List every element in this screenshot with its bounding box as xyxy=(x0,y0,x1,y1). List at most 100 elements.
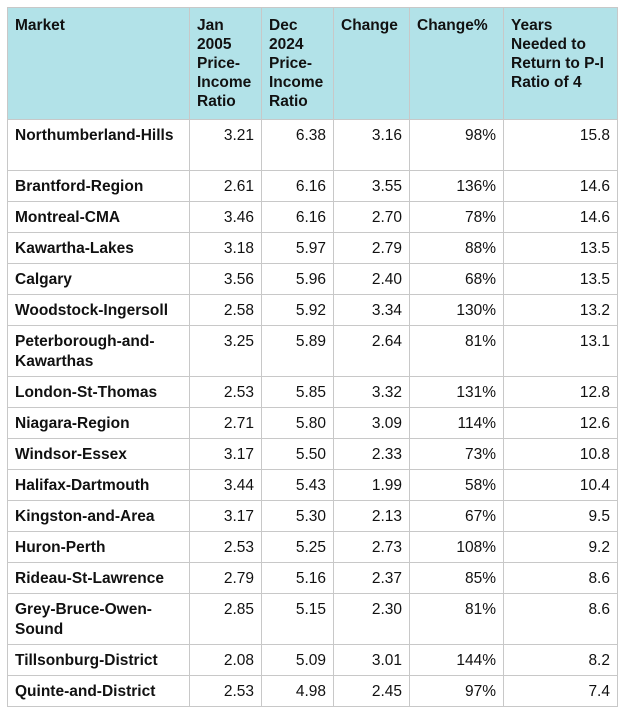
years-needed-cell: 12.8 xyxy=(503,376,618,408)
market-cell: Kawartha-Lakes xyxy=(7,232,190,264)
years-needed-cell: 10.4 xyxy=(503,469,618,501)
change-pct-cell: 68% xyxy=(409,263,504,295)
table-row: Niagara-Region 2.71 5.80 3.09 114% 12.6 xyxy=(7,407,618,439)
table-row: Halifax-Dartmouth 3.44 5.43 1.99 58% 10.4 xyxy=(7,469,618,501)
market-cell: Peterborough-and-Kawarthas xyxy=(7,325,190,377)
change-pct-cell: 131% xyxy=(409,376,504,408)
market-cell: Rideau-St-Lawrence xyxy=(7,562,190,594)
dec-2024-cell: 5.43 xyxy=(261,469,334,501)
market-cell: Huron-Perth xyxy=(7,531,190,563)
years-needed-cell: 8.6 xyxy=(503,562,618,594)
dec-2024-cell: 6.16 xyxy=(261,170,334,202)
jan-2005-cell: 3.21 xyxy=(189,119,262,171)
market-cell: Kingston-and-Area xyxy=(7,500,190,532)
change-cell: 3.32 xyxy=(333,376,410,408)
change-cell: 3.01 xyxy=(333,644,410,676)
years-needed-cell: 9.2 xyxy=(503,531,618,563)
table-row: Kingston-and-Area 3.17 5.30 2.13 67% 9.5 xyxy=(7,500,618,532)
change-cell: 3.09 xyxy=(333,407,410,439)
dec-2024-cell: 5.96 xyxy=(261,263,334,295)
change-pct-cell: 88% xyxy=(409,232,504,264)
years-needed-cell: 13.1 xyxy=(503,325,618,377)
dec-2024-cell: 5.30 xyxy=(261,500,334,532)
change-pct-cell: 97% xyxy=(409,675,504,707)
dec-2024-cell: 5.89 xyxy=(261,325,334,377)
change-pct-cell: 81% xyxy=(409,325,504,377)
table-row: Calgary 3.56 5.96 2.40 68% 13.5 xyxy=(7,263,618,295)
header-jan-2005: Jan 2005 Price-Income Ratio xyxy=(189,7,262,120)
change-pct-cell: 67% xyxy=(409,500,504,532)
jan-2005-cell: 2.08 xyxy=(189,644,262,676)
jan-2005-cell: 3.18 xyxy=(189,232,262,264)
table-row: London-St-Thomas 2.53 5.85 3.32 131% 12.8 xyxy=(7,376,618,408)
years-needed-cell: 8.6 xyxy=(503,593,618,645)
years-needed-cell: 14.6 xyxy=(503,170,618,202)
market-cell: Niagara-Region xyxy=(7,407,190,439)
table-row: Huron-Perth 2.53 5.25 2.73 108% 9.2 xyxy=(7,531,618,563)
jan-2005-cell: 3.56 xyxy=(189,263,262,295)
header-change-pct: Change% xyxy=(409,7,504,120)
change-pct-cell: 144% xyxy=(409,644,504,676)
dec-2024-cell: 5.09 xyxy=(261,644,334,676)
change-pct-cell: 78% xyxy=(409,201,504,233)
change-cell: 2.37 xyxy=(333,562,410,594)
years-needed-cell: 13.2 xyxy=(503,294,618,326)
years-needed-cell: 9.5 xyxy=(503,500,618,532)
change-cell: 2.45 xyxy=(333,675,410,707)
years-needed-cell: 12.6 xyxy=(503,407,618,439)
jan-2005-cell: 2.53 xyxy=(189,531,262,563)
dec-2024-cell: 6.16 xyxy=(261,201,334,233)
market-cell: Quinte-and-District xyxy=(7,675,190,707)
dec-2024-cell: 5.25 xyxy=(261,531,334,563)
header-years-needed: Years Needed to Return to P-I Ratio of 4 xyxy=(503,7,618,120)
table-row: Kawartha-Lakes 3.18 5.97 2.79 88% 13.5 xyxy=(7,232,618,264)
jan-2005-cell: 2.53 xyxy=(189,376,262,408)
change-pct-cell: 98% xyxy=(409,119,504,171)
dec-2024-cell: 5.15 xyxy=(261,593,334,645)
table-row: Quinte-and-District 2.53 4.98 2.45 97% 7.4 xyxy=(7,675,618,707)
market-cell: Windsor-Essex xyxy=(7,438,190,470)
market-cell: London-St-Thomas xyxy=(7,376,190,408)
jan-2005-cell: 3.46 xyxy=(189,201,262,233)
change-pct-cell: 130% xyxy=(409,294,504,326)
header-change: Change xyxy=(333,7,410,120)
years-needed-cell: 7.4 xyxy=(503,675,618,707)
table-row: Windsor-Essex 3.17 5.50 2.33 73% 10.8 xyxy=(7,438,618,470)
change-cell: 2.64 xyxy=(333,325,410,377)
header-dec-2024: Dec 2024 Price-Income Ratio xyxy=(261,7,334,120)
market-cell: Woodstock-Ingersoll xyxy=(7,294,190,326)
change-cell: 2.70 xyxy=(333,201,410,233)
dec-2024-cell: 5.80 xyxy=(261,407,334,439)
table-row: Grey-Bruce-Owen-Sound 2.85 5.15 2.30 81% 8.6 xyxy=(7,593,618,645)
table-row: Northumberland-Hills 3.21 6.38 3.16 98% 15.8 xyxy=(7,119,618,171)
change-cell: 3.16 xyxy=(333,119,410,171)
dec-2024-cell: 5.92 xyxy=(261,294,334,326)
years-needed-cell: 14.6 xyxy=(503,201,618,233)
dec-2024-cell: 5.85 xyxy=(261,376,334,408)
market-cell: Brantford-Region xyxy=(7,170,190,202)
change-cell: 2.33 xyxy=(333,438,410,470)
market-cell: Grey-Bruce-Owen-Sound xyxy=(7,593,190,645)
jan-2005-cell: 2.79 xyxy=(189,562,262,594)
jan-2005-cell: 2.61 xyxy=(189,170,262,202)
jan-2005-cell: 3.17 xyxy=(189,500,262,532)
table-row: Tillsonburg-District 2.08 5.09 3.01 144% 8.2 xyxy=(7,644,618,676)
change-pct-cell: 81% xyxy=(409,593,504,645)
jan-2005-cell: 2.85 xyxy=(189,593,262,645)
dec-2024-cell: 5.50 xyxy=(261,438,334,470)
change-pct-cell: 114% xyxy=(409,407,504,439)
years-needed-cell: 15.8 xyxy=(503,119,618,171)
change-pct-cell: 136% xyxy=(409,170,504,202)
price-income-table: Market Jan 2005 Price-Income Ratio Dec 2… xyxy=(7,7,618,707)
header-market: Market xyxy=(7,7,190,120)
change-cell: 2.30 xyxy=(333,593,410,645)
change-cell: 1.99 xyxy=(333,469,410,501)
market-cell: Northumberland-Hills xyxy=(7,119,190,171)
change-cell: 3.34 xyxy=(333,294,410,326)
jan-2005-cell: 2.71 xyxy=(189,407,262,439)
dec-2024-cell: 6.38 xyxy=(261,119,334,171)
change-cell: 2.73 xyxy=(333,531,410,563)
jan-2005-cell: 2.58 xyxy=(189,294,262,326)
years-needed-cell: 10.8 xyxy=(503,438,618,470)
jan-2005-cell: 3.17 xyxy=(189,438,262,470)
